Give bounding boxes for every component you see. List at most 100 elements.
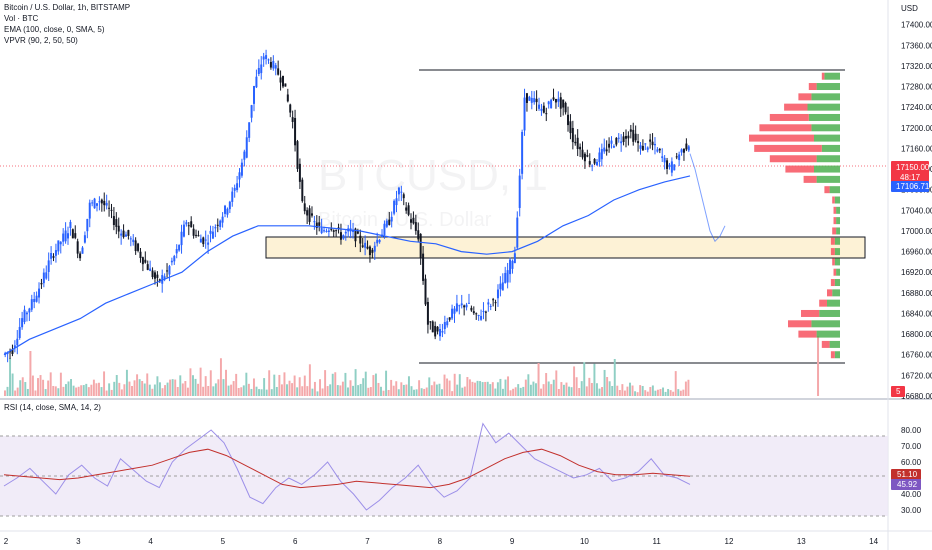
symbol-legend[interactable]: Bitcoin / U.S. Dollar, 1h, BITSTAMP bbox=[4, 3, 131, 12]
candle-body bbox=[482, 310, 485, 312]
volume-bar bbox=[255, 386, 258, 396]
candle-body bbox=[134, 240, 137, 252]
candle-body bbox=[332, 230, 335, 232]
vpvr-up-row bbox=[829, 340, 840, 348]
volume-bar bbox=[4, 390, 6, 396]
price-tick-label: 16680.00 bbox=[901, 392, 932, 401]
volume-bar bbox=[357, 385, 360, 396]
candle-body bbox=[308, 208, 311, 222]
candle-body bbox=[54, 250, 57, 256]
volume-bar bbox=[108, 383, 111, 396]
volume-bar bbox=[123, 384, 126, 396]
candle-body bbox=[627, 135, 630, 139]
time-tick-label: 10 bbox=[580, 537, 589, 546]
candle-body bbox=[228, 201, 231, 210]
volume-bar bbox=[369, 387, 372, 396]
candle-body bbox=[226, 208, 229, 215]
candle-body bbox=[91, 202, 94, 204]
candle-body bbox=[219, 220, 222, 227]
candle-body bbox=[277, 68, 280, 75]
candle-body bbox=[364, 242, 367, 248]
volume-bar bbox=[542, 384, 545, 396]
vpvr-up-row bbox=[827, 299, 840, 307]
candle-body bbox=[412, 217, 415, 224]
volume-bar bbox=[430, 385, 433, 396]
candle-body bbox=[57, 240, 60, 252]
candle-body bbox=[330, 228, 333, 230]
price-pane[interactable] bbox=[0, 0, 888, 398]
volume-bar bbox=[334, 372, 337, 396]
candle-body bbox=[615, 138, 618, 145]
candle-body bbox=[583, 153, 586, 162]
candle-body bbox=[414, 222, 417, 231]
volume-bar bbox=[174, 379, 177, 396]
volume-bar bbox=[463, 386, 466, 396]
volume-bar bbox=[499, 378, 502, 396]
candle-body bbox=[542, 105, 545, 113]
volume-bar bbox=[296, 387, 299, 396]
volume-bar bbox=[105, 390, 108, 396]
vpvr-down-row bbox=[821, 72, 825, 80]
vpvr-down-row bbox=[830, 279, 835, 287]
candle-body bbox=[487, 302, 490, 305]
candle-body bbox=[132, 239, 135, 242]
candle-body bbox=[673, 164, 676, 171]
candle-body bbox=[335, 230, 338, 232]
volume-bar bbox=[557, 388, 560, 396]
volume-bar bbox=[568, 386, 570, 396]
ema-value: 17106.71 bbox=[896, 182, 930, 191]
candle-body bbox=[557, 98, 560, 102]
candle-body bbox=[458, 305, 461, 307]
candlesticks[interactable] bbox=[4, 49, 690, 363]
volume-bar bbox=[11, 373, 14, 396]
candle-body bbox=[400, 191, 403, 193]
candle-body bbox=[622, 136, 625, 142]
candle-body bbox=[661, 156, 664, 159]
volume-bar bbox=[156, 376, 159, 396]
rsi-legend[interactable]: RSI (14, close, SMA, 14, 2) bbox=[4, 403, 101, 412]
rsi-tick-label: 60.00 bbox=[901, 458, 922, 467]
candle-body bbox=[146, 264, 149, 270]
volume-bar bbox=[532, 381, 535, 396]
volume-bar bbox=[64, 384, 67, 396]
candle-body bbox=[588, 161, 591, 165]
volume-bar-peak bbox=[537, 363, 540, 396]
volume-legend[interactable]: Vol · BTC bbox=[4, 14, 39, 23]
candle-body bbox=[617, 137, 620, 139]
volume-bar bbox=[184, 381, 187, 396]
vpvr-up-row bbox=[836, 227, 840, 235]
time-tick-label: 8 bbox=[438, 537, 443, 546]
volume-bar bbox=[674, 371, 677, 396]
candle-body bbox=[653, 143, 656, 146]
candle-body bbox=[25, 312, 28, 315]
volume-bar bbox=[354, 369, 357, 396]
volume-bar bbox=[380, 386, 382, 396]
volume-bar bbox=[547, 381, 550, 396]
volume-bar bbox=[385, 370, 388, 396]
projected-path[interactable] bbox=[689, 153, 726, 243]
volume-bar bbox=[634, 391, 637, 396]
volume-bar bbox=[471, 381, 474, 396]
candle-body bbox=[286, 94, 289, 102]
volume-bar bbox=[288, 380, 291, 396]
vpvr-legend[interactable]: VPVR (90, 2, 50, 50) bbox=[4, 36, 78, 45]
candle-body bbox=[639, 145, 642, 149]
candle-body bbox=[129, 238, 132, 240]
volume-bar bbox=[118, 382, 121, 396]
volume-bar-peak bbox=[817, 336, 820, 396]
volume-bar bbox=[273, 374, 276, 396]
volume-bar bbox=[555, 370, 558, 396]
volume-bar bbox=[514, 387, 517, 396]
price-tick-label: 17280.00 bbox=[901, 83, 932, 92]
volume-bar bbox=[225, 369, 227, 396]
candle-body bbox=[436, 326, 439, 332]
volume-bar bbox=[466, 377, 469, 396]
time-tick-label: 9 bbox=[510, 537, 515, 546]
volume-bar bbox=[341, 381, 344, 396]
vpvr-down-row bbox=[749, 134, 814, 142]
volume-bar bbox=[26, 388, 29, 396]
candle-body bbox=[124, 234, 127, 237]
volume-bar bbox=[153, 384, 156, 396]
ema-legend[interactable]: EMA (100, close, 0, SMA, 5) bbox=[4, 25, 105, 34]
